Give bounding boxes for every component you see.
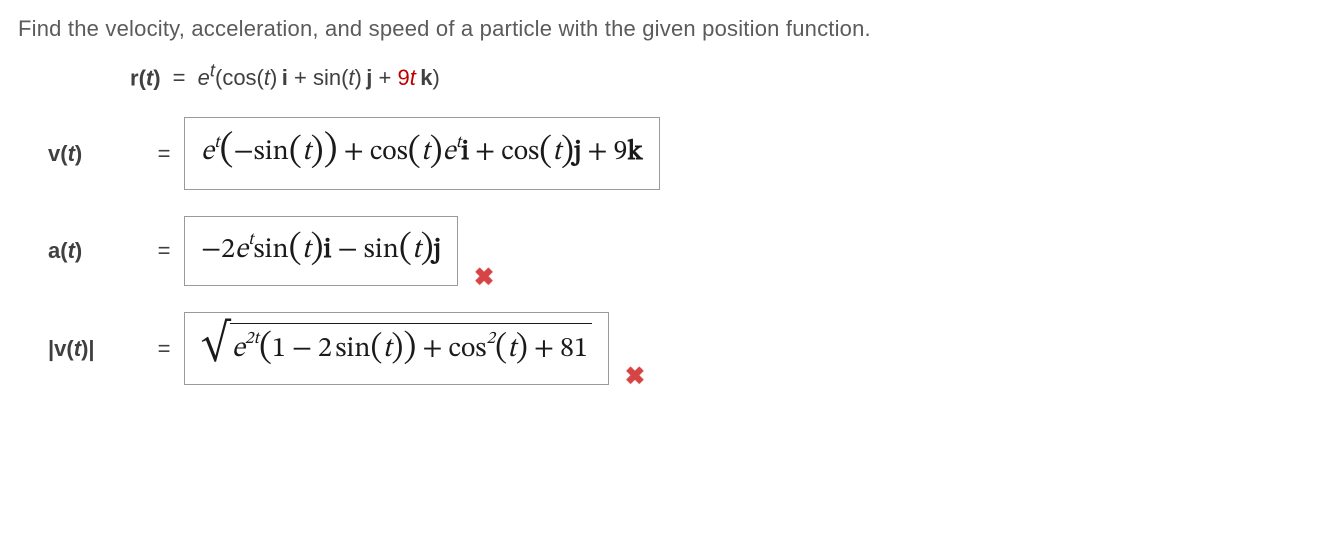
row-speed: |v(t)| = √ e2t(1−2 sin(t))+cos2(t)+81 ✖ bbox=[48, 312, 1300, 385]
answer-acceleration: −2etsin(t)i−sin(t)j bbox=[201, 227, 441, 273]
lhs-speed: |v(t)| bbox=[48, 336, 144, 362]
answer-velocity: et(−sin(t))+cos(t)eti+cos(t)j+9k bbox=[201, 128, 643, 177]
answer-box-velocity[interactable]: et(−sin(t))+cos(t)eti+cos(t)j+9k bbox=[184, 117, 660, 190]
position-function: r(t) = et(cos(t) i + sin(t) j + 9t k) bbox=[130, 60, 1300, 91]
answer-speed: √ e2t(1−2 sin(t))+cos2(t)+81 bbox=[201, 323, 592, 372]
row-acceleration: a(t) = −2etsin(t)i−sin(t)j ✖ bbox=[48, 216, 1300, 286]
wrong-icon: ✖ bbox=[474, 263, 494, 292]
lhs-velocity: v(t) bbox=[48, 141, 144, 167]
problem-prompt: Find the velocity, acceleration, and spe… bbox=[18, 16, 1300, 42]
wrong-icon: ✖ bbox=[625, 362, 645, 391]
position-rhs: et(cos(t) i + sin(t) j + 9t k) bbox=[198, 65, 440, 90]
answer-box-speed[interactable]: √ e2t(1−2 sin(t))+cos2(t)+81 bbox=[184, 312, 609, 385]
eq-sign: = bbox=[144, 141, 184, 167]
eq-sign: = bbox=[144, 238, 184, 264]
row-velocity: v(t) = et(−sin(t))+cos(t)eti+cos(t)j+9k bbox=[48, 117, 1300, 190]
position-lhs: r(t) bbox=[130, 65, 161, 90]
equals-sign: = bbox=[167, 65, 192, 90]
eq-sign: = bbox=[144, 336, 184, 362]
lhs-acceleration: a(t) bbox=[48, 238, 144, 264]
answer-box-acceleration[interactable]: −2etsin(t)i−sin(t)j bbox=[184, 216, 458, 286]
